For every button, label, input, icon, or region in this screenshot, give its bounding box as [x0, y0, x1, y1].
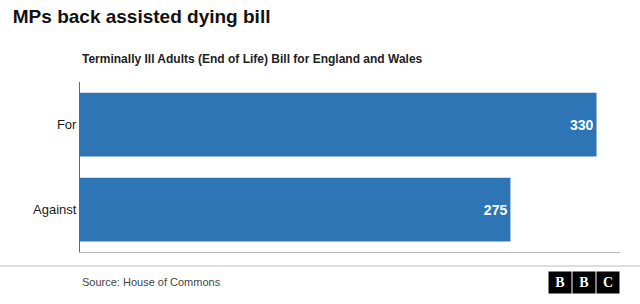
svg-text:Against: Against — [33, 202, 77, 217]
svg-text:B: B — [555, 275, 564, 290]
svg-text:330: 330 — [570, 117, 594, 133]
svg-text:Terminally Ill Adults (End of: Terminally Ill Adults (End of Life) Bill… — [82, 52, 423, 66]
svg-text:MPs back assisted dying bill: MPs back assisted dying bill — [13, 6, 271, 27]
svg-text:C: C — [603, 275, 613, 290]
svg-text:275: 275 — [484, 202, 508, 218]
svg-text:For: For — [57, 117, 77, 132]
svg-text:Source: House of Commons: Source: House of Commons — [82, 276, 221, 288]
svg-text:B: B — [579, 275, 588, 290]
